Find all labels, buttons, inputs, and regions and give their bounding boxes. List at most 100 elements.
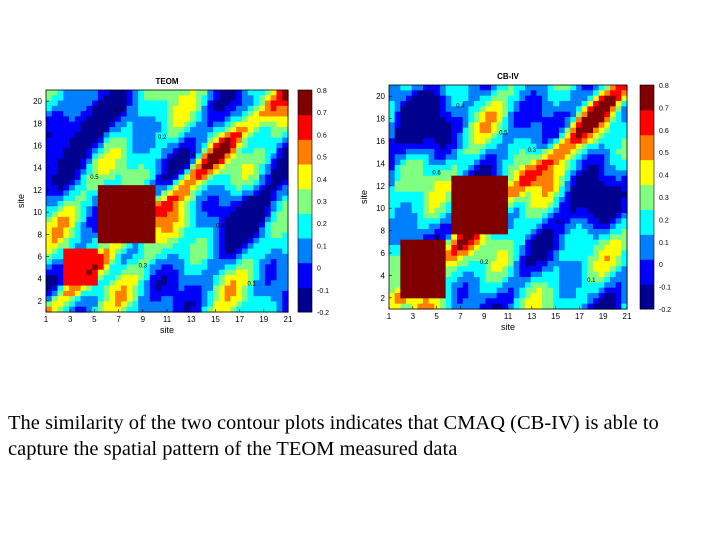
contour-cell (264, 111, 272, 118)
contour-cell (457, 186, 464, 193)
contour-cell (457, 85, 464, 91)
contour-cell (570, 213, 577, 219)
contour-cell (51, 142, 59, 149)
contour-cell (485, 197, 492, 203)
contour-cell (207, 100, 214, 107)
contour-cell (103, 211, 110, 218)
contour-cell (51, 243, 59, 250)
contour-cell (621, 271, 628, 278)
contour-cell (167, 164, 174, 170)
contour-cell (604, 245, 611, 251)
contour-cell (389, 154, 396, 161)
contour-cell (542, 154, 549, 161)
contour-cell (97, 105, 105, 112)
contour-cell (598, 250, 605, 257)
contour-cell (451, 207, 458, 214)
contour-cell (138, 296, 145, 303)
contour-cell (462, 186, 469, 193)
contour-cell (247, 142, 255, 149)
contour-cell (120, 227, 128, 234)
contour-cell (63, 153, 70, 160)
contour-cell (491, 143, 498, 150)
contour-cell (468, 117, 475, 123)
contour-cell (190, 158, 197, 165)
contour-cell (149, 206, 157, 213)
contour-cell (109, 90, 116, 96)
contour-cell (143, 169, 151, 176)
contour-cell (190, 132, 197, 139)
contour-cell (224, 174, 231, 181)
contour-cell (46, 243, 53, 250)
contour-cell (468, 191, 475, 198)
contour-cell (474, 106, 481, 113)
contour-cell (97, 269, 105, 276)
contour-cell (536, 282, 543, 289)
contour-cell (138, 238, 145, 244)
contour-cell (213, 216, 220, 223)
contour-cell (120, 158, 128, 165)
contour-cell (564, 298, 571, 305)
contour-cell (564, 95, 571, 102)
contour-cell (423, 165, 430, 171)
contour-cell (445, 234, 452, 241)
contour-cell (502, 213, 509, 219)
contour-cell (576, 143, 583, 150)
contour-cell (519, 111, 526, 118)
contour-cell (69, 259, 76, 266)
contour-cell (126, 105, 134, 112)
contour-cell (542, 165, 549, 171)
contour-cell (46, 100, 53, 107)
contour-cell (445, 245, 452, 251)
contour-cell (115, 238, 122, 244)
contour-cell (547, 138, 554, 145)
contour-cell (423, 90, 430, 97)
contour-cell (115, 169, 122, 176)
contour-cell (46, 296, 53, 303)
contour-cell (519, 175, 526, 182)
contour-cell (132, 222, 139, 229)
contour-cell (621, 202, 628, 209)
contour-cell (406, 143, 413, 150)
contour-cell (615, 122, 622, 129)
contour-cell (80, 248, 87, 255)
contour-cell (423, 122, 430, 129)
y-tick-label: 12 (33, 186, 42, 195)
contour-cell (610, 298, 617, 305)
contour-cell (236, 238, 243, 244)
contour-cell (224, 306, 231, 313)
contour-label: 0.3 (139, 264, 148, 270)
contour-cell (264, 238, 272, 244)
contour-cell (610, 122, 617, 129)
contour-cell (69, 100, 76, 107)
contour-cell (92, 222, 99, 229)
contour-cell (46, 105, 53, 112)
contour-cell (276, 127, 283, 133)
contour-cell (155, 179, 162, 186)
contour-cell (434, 202, 441, 209)
contour-cell (547, 154, 554, 161)
contour-cell (184, 306, 191, 313)
colorbar-tick-label: 0.5 (659, 150, 669, 157)
contour-cell (496, 186, 503, 193)
contour-cell (474, 90, 481, 97)
contour-cell (241, 275, 249, 281)
contour-cell (491, 207, 498, 214)
contour-cell (604, 138, 611, 145)
contour-cell (621, 213, 628, 219)
contour-cell (604, 90, 611, 97)
contour-cell (230, 179, 237, 186)
contour-cell (167, 306, 174, 313)
contour-cell (109, 100, 116, 107)
contour-cell (621, 133, 628, 139)
contour-cell (115, 174, 122, 181)
contour-cell (462, 234, 469, 241)
contour-cell (389, 138, 396, 145)
contour-cell (74, 201, 82, 207)
contour-cell (172, 195, 180, 202)
contour-label: 0.3 (114, 108, 123, 114)
contour-cell (195, 153, 203, 160)
contour-cell (86, 306, 93, 313)
contour-cell (92, 211, 99, 218)
contour-cell (241, 269, 249, 276)
contour-cell (406, 277, 413, 283)
